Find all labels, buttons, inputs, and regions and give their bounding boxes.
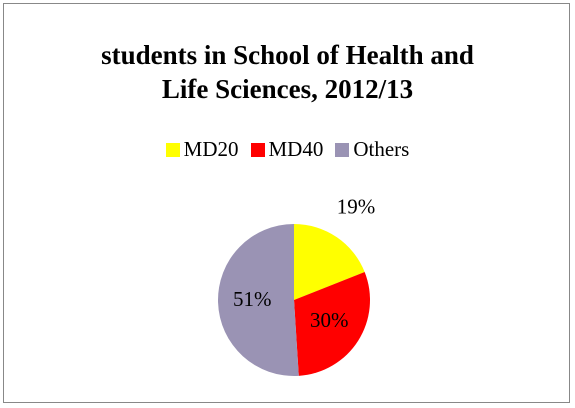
legend-label: MD40 <box>268 137 324 161</box>
chart-frame: students in School of Health and Life Sc… <box>3 3 570 403</box>
pie-slice <box>294 224 365 300</box>
data-label: 30% <box>310 308 349 332</box>
legend: MD20 MD40 Others <box>4 137 571 163</box>
pie-slice <box>294 272 371 376</box>
chart-title: students in School of Health and Life Sc… <box>4 38 571 106</box>
legend-swatch <box>335 142 350 157</box>
legend-label: Others <box>353 137 410 161</box>
data-label: 51% <box>233 287 272 311</box>
legend-item: MD40 <box>250 137 324 162</box>
legend-swatch <box>165 142 180 157</box>
legend-swatch <box>250 142 265 157</box>
legend-item: Others <box>335 137 409 162</box>
title-text: students in School of Health and Life Sc… <box>101 40 474 104</box>
legend-label: MD20 <box>183 137 239 161</box>
data-label: 19% <box>337 195 376 219</box>
pie-slice <box>218 224 299 376</box>
legend-item: MD20 <box>165 137 239 162</box>
